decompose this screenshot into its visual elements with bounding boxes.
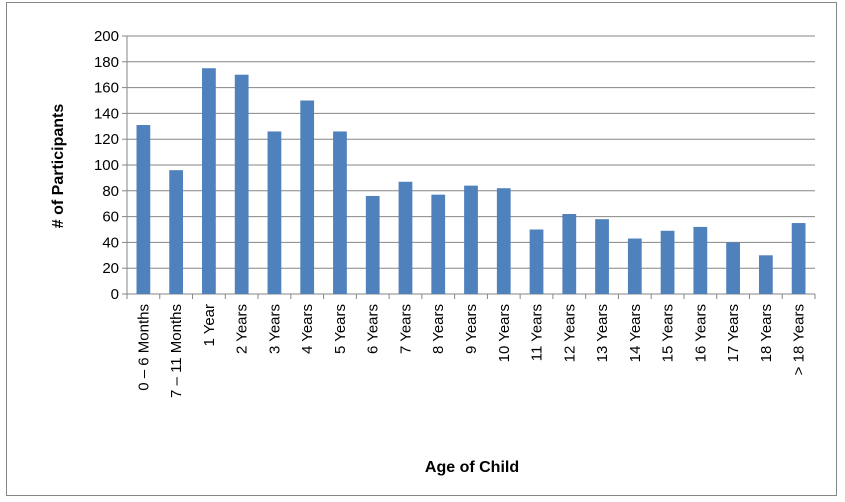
bar [398,181,413,294]
bar [365,195,380,294]
bar [562,214,577,294]
bar [595,219,609,294]
y-tick-label: 0 [111,286,119,303]
x-tick-label: 11 Years [529,304,546,361]
bar [267,131,282,294]
x-tick-label: 8 Years [430,304,447,354]
bar [627,238,642,294]
x-tick-label: 1 Year [201,304,218,347]
y-tick-label: 80 [102,183,119,200]
x-tick-label: 18 Years [758,304,775,362]
x-tick-label: 12 Years [561,304,578,362]
y-tick-labels: 0 20 40 60 80 100 120 140 160 180 200 [94,28,119,303]
x-tick-label: > 18 Years [791,304,808,375]
y-tick-label: 60 [102,209,119,226]
x-tick-label: 13 Years [594,304,611,362]
y-tick-label: 20 [102,260,119,277]
x-tick-label: 5 Years [332,304,349,354]
x-tick-label: 7 – 11 Months [168,304,185,398]
bar [758,255,773,294]
bar [136,125,151,294]
bar [333,131,347,294]
x-tick-label: 9 Years [463,304,480,354]
y-tick-label: 100 [94,157,119,174]
y-tick-label: 140 [94,105,119,122]
bars [136,68,806,294]
x-tick-label: 10 Years [496,304,513,362]
bar [300,100,315,294]
x-axis-title: Age of Child [425,459,519,476]
x-tick-label: 2 Years [234,304,251,354]
x-tick-label: 3 Years [266,304,283,354]
x-tick-label: 15 Years [660,304,677,362]
y-tick-label: 160 [94,80,119,97]
bar [431,194,446,294]
y-tick-label: 120 [94,131,119,148]
x-tick-label: 6 Years [365,304,382,354]
x-tick-label: 0 – 6 Months [135,304,152,391]
y-tick-label: 200 [94,28,119,45]
y-tick-label: 180 [94,54,119,71]
x-tick-label: 16 Years [692,304,709,362]
bar [693,226,708,294]
x-tick-label: 17 Years [725,304,742,362]
bar [202,68,216,294]
x-tick-label: 7 Years [397,304,414,354]
bar [726,242,740,294]
bar [234,74,249,294]
bar [464,185,478,294]
y-tick-label: 40 [102,234,119,251]
bar [660,230,675,294]
bar [529,229,544,294]
y-axis-title: # of Participants [50,104,67,229]
bar [791,223,806,294]
bar [169,170,184,294]
x-tick-label: 14 Years [627,304,644,362]
x-tick-label: 4 Years [299,304,316,354]
bar [496,188,511,294]
x-tick-labels: 0 – 6 Months 7 – 11 Months 1 Year 2 Years 3 … [135,304,807,398]
